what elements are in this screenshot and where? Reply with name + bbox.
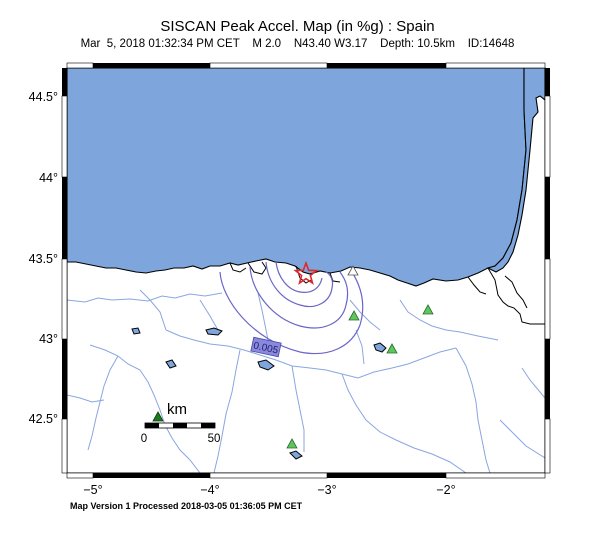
- map-frame: [61, 62, 551, 479]
- pga-contours: [219, 261, 364, 355]
- lakes: [131, 327, 387, 460]
- station-triangle: [422, 304, 434, 315]
- x-axis-labels: −5° −4° −3° −2°: [83, 483, 455, 497]
- station-triangle: [286, 438, 298, 449]
- x-tick-label: −2°: [436, 483, 455, 497]
- contour-label-box: [250, 336, 282, 358]
- y-tick-label: 44.5°: [29, 90, 58, 104]
- y-tick-label: 44°: [39, 171, 58, 185]
- station-triangle: [348, 310, 360, 321]
- stations: [286, 265, 434, 449]
- map-subtitle: Mar 5, 2018 01:32:34 PM CET M 2.0 N43.40…: [80, 38, 515, 50]
- epicenter-star-icon: [293, 260, 319, 285]
- rivers: [67, 289, 545, 473]
- map-area: 0.005 km 0 50: [67, 68, 545, 473]
- y-tick-label: 43°: [39, 332, 58, 346]
- y-tick-label: 43.5°: [29, 252, 58, 266]
- scale-end: 50: [208, 433, 221, 445]
- scale-bar: km 0 50: [141, 401, 221, 445]
- x-tick-label: −3°: [317, 483, 336, 497]
- map-title: SISCAN Peak Accel. Map (in %g) : Spain: [160, 18, 435, 35]
- french-coast: [486, 68, 545, 273]
- station-triangle: [386, 343, 398, 354]
- y-axis-labels: 44.5° 44° 43.5° 43° 42.5°: [29, 90, 58, 426]
- legend-station-icon: [152, 411, 164, 422]
- x-tick-label: −4°: [200, 483, 219, 497]
- map-footer: Map Version 1 Processed 2018-03-05 01:36…: [70, 501, 303, 511]
- sea: [67, 68, 527, 287]
- scale-unit: km: [167, 401, 187, 418]
- station-triangle-unused: [347, 265, 359, 276]
- y-tick-label: 42.5°: [29, 412, 58, 426]
- scale-start: 0: [141, 433, 147, 445]
- x-tick-label: −5°: [83, 483, 102, 497]
- coast-details: [229, 261, 545, 325]
- contour-label: 0.005: [252, 340, 279, 356]
